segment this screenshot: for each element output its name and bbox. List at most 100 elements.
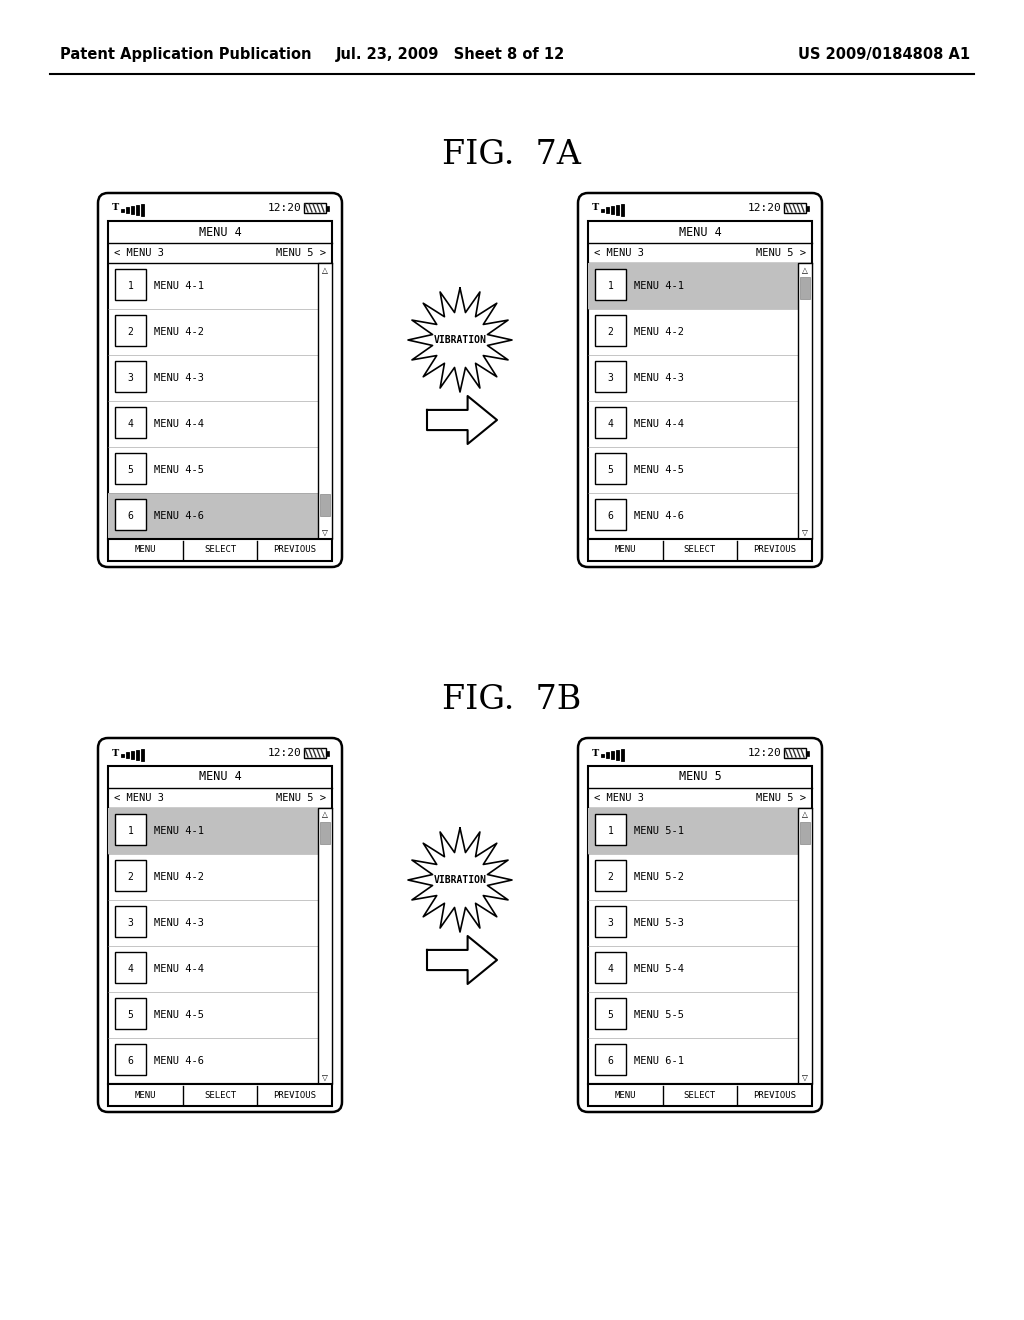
Polygon shape <box>427 396 497 444</box>
Text: △: △ <box>802 265 808 275</box>
Bar <box>108 1084 332 1106</box>
Bar <box>611 751 614 759</box>
Bar <box>326 751 329 755</box>
Bar <box>595 499 627 529</box>
Bar <box>588 539 812 561</box>
Bar <box>115 268 146 300</box>
Bar <box>318 263 332 539</box>
Text: MENU: MENU <box>614 1090 636 1100</box>
Bar <box>115 360 146 392</box>
Text: 4: 4 <box>128 418 133 429</box>
Text: MENU: MENU <box>614 545 636 554</box>
Text: MENU 5-4: MENU 5-4 <box>634 964 684 974</box>
Bar <box>115 407 146 438</box>
Text: ▽: ▽ <box>802 528 808 536</box>
Text: 6: 6 <box>607 511 613 521</box>
Bar <box>141 205 144 216</box>
Text: T: T <box>592 748 599 758</box>
Text: < MENU 3: < MENU 3 <box>114 793 164 803</box>
Bar <box>115 998 146 1028</box>
Bar <box>115 1044 146 1074</box>
Bar <box>319 494 330 516</box>
Text: △: △ <box>802 810 808 820</box>
Text: 3: 3 <box>607 917 613 928</box>
Bar <box>304 748 326 758</box>
Bar <box>595 268 627 300</box>
Bar <box>806 206 809 210</box>
Text: VIBRATION: VIBRATION <box>433 875 486 884</box>
Bar <box>108 766 332 1084</box>
Text: MENU 4-3: MENU 4-3 <box>155 374 204 383</box>
Text: MENU 4-1: MENU 4-1 <box>155 281 204 290</box>
Text: Patent Application Publication: Patent Application Publication <box>60 48 311 62</box>
Bar <box>588 1084 812 1106</box>
Text: FIG.  7B: FIG. 7B <box>442 684 582 715</box>
Text: ▽: ▽ <box>323 528 328 536</box>
Bar <box>136 205 139 215</box>
Bar <box>784 748 806 758</box>
FancyBboxPatch shape <box>98 193 342 568</box>
Bar <box>304 203 326 213</box>
Bar <box>595 906 627 937</box>
Text: MENU 4-6: MENU 4-6 <box>155 511 204 521</box>
Bar <box>131 751 134 759</box>
Text: 1: 1 <box>607 281 613 290</box>
Bar <box>616 205 618 215</box>
Bar <box>800 822 810 843</box>
Bar <box>595 813 627 845</box>
Bar <box>115 859 146 891</box>
Text: MENU 4-1: MENU 4-1 <box>634 281 684 290</box>
Bar <box>601 754 604 756</box>
Bar <box>108 220 332 539</box>
Text: 1: 1 <box>607 826 613 836</box>
Bar <box>621 750 624 760</box>
Bar <box>595 407 627 438</box>
Bar <box>318 808 332 1084</box>
Bar <box>595 453 627 484</box>
Text: MENU 4-6: MENU 4-6 <box>155 1056 204 1067</box>
Text: Jul. 23, 2009   Sheet 8 of 12: Jul. 23, 2009 Sheet 8 of 12 <box>336 48 564 62</box>
Text: T: T <box>112 203 119 213</box>
Bar <box>115 499 146 529</box>
Bar <box>326 206 329 210</box>
Polygon shape <box>408 288 512 392</box>
Text: MENU 5: MENU 5 <box>679 771 721 784</box>
Text: 2: 2 <box>607 873 613 882</box>
Bar <box>588 766 812 1084</box>
Text: 5: 5 <box>128 465 133 475</box>
Text: 2: 2 <box>128 327 133 337</box>
Text: MENU 4-2: MENU 4-2 <box>634 327 684 337</box>
Bar <box>126 752 129 758</box>
FancyBboxPatch shape <box>98 738 342 1111</box>
Text: < MENU 3: < MENU 3 <box>114 248 164 257</box>
Text: 3: 3 <box>128 374 133 383</box>
Text: 3: 3 <box>128 917 133 928</box>
Bar <box>784 203 806 213</box>
Bar <box>108 808 318 854</box>
Text: MENU 4-5: MENU 4-5 <box>155 1010 204 1020</box>
Bar <box>606 207 609 213</box>
Bar <box>595 314 627 346</box>
Text: MENU 5-5: MENU 5-5 <box>634 1010 684 1020</box>
Text: SELECT: SELECT <box>204 1090 237 1100</box>
Text: PREVIOUS: PREVIOUS <box>273 1090 316 1100</box>
Bar <box>588 220 812 539</box>
Text: 6: 6 <box>128 1056 133 1067</box>
Text: △: △ <box>323 810 328 820</box>
Text: PREVIOUS: PREVIOUS <box>273 545 316 554</box>
Text: MENU 4: MENU 4 <box>679 226 721 239</box>
Text: 1: 1 <box>128 281 133 290</box>
Text: 12:20: 12:20 <box>748 748 781 758</box>
Bar <box>121 754 124 756</box>
Text: MENU 5 >: MENU 5 > <box>276 248 326 257</box>
Text: MENU 4-3: MENU 4-3 <box>155 917 204 928</box>
Bar <box>141 750 144 760</box>
Bar <box>595 360 627 392</box>
Bar <box>126 207 129 213</box>
Text: 12:20: 12:20 <box>267 748 301 758</box>
Bar <box>611 206 614 214</box>
Text: SELECT: SELECT <box>684 1090 716 1100</box>
Text: MENU 4-4: MENU 4-4 <box>634 418 684 429</box>
Text: T: T <box>112 748 119 758</box>
Bar <box>595 859 627 891</box>
